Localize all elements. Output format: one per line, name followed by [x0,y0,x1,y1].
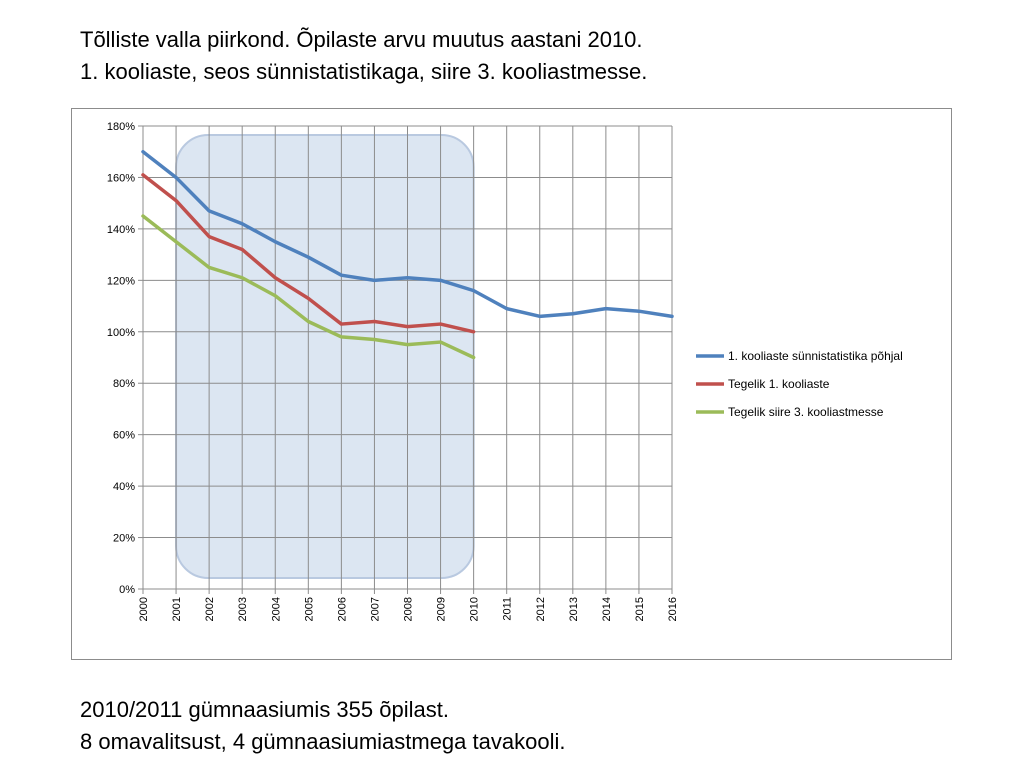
legend-group: 1. kooliaste sünnistatistika põhjal Tegel… [696,349,903,419]
y-tick-label: 160% [107,172,135,184]
legend-label-2: Tegelik 1. kooliaste [728,377,830,391]
x-tick-label: 2004 [270,597,282,621]
legend-label-3: Tegelik siire 3. kooliastmesse [728,405,884,419]
x-tick-label: 2000 [138,597,150,621]
axes-group: 0% 20% 40% 60% 80% 100% 120% 140% 160% 180% 2000 20… [107,121,679,621]
chart-frame: 0% 20% 40% 60% 80% 100% 120% 140% 160% 180% 2000 20… [71,108,952,660]
x-tick-label: 2016 [667,597,679,621]
legend-label-1: 1. kooliaste sünnistatistika põhjal [728,349,903,363]
slide-title: Tõlliste valla piirkond. Õpilaste arvu m… [80,24,647,88]
line-chart: 0% 20% 40% 60% 80% 100% 120% 140% 160% 180% 2000 20… [107,121,903,621]
y-tick-label: 40% [113,481,135,493]
footer-line-1: 2010/2011 gümnaasiumis 355 õpilast. [80,697,449,722]
highlight-region [175,134,475,579]
y-tick-label: 0% [119,584,135,596]
y-tick-label: 180% [107,121,135,133]
slide-footer: 2010/2011 gümnaasiumis 355 õpilast. 8 om… [80,694,565,758]
footer-line-2: 8 omavalitsust, 4 gümnaasiumiastmega tav… [80,729,566,754]
y-tick-label: 60% [113,430,135,442]
y-tick-label: 20% [113,533,135,545]
x-tick-label: 2005 [303,597,315,621]
x-tick-label: 2001 [171,597,183,621]
title-line-1: Tõlliste valla piirkond. Õpilaste arvu m… [80,27,643,52]
x-tick-label: 2009 [436,597,448,621]
x-tick-label: 2015 [634,597,646,621]
y-tick-label: 80% [113,378,135,390]
x-tick-label: 2013 [568,597,580,621]
series-line-3 [141,214,476,360]
y-tick-label: 100% [107,327,135,339]
x-tick-label: 2002 [204,597,216,621]
x-tick-label: 2007 [369,597,381,621]
series-line-1 [141,149,674,319]
x-tick-label: 2010 [469,597,481,621]
x-tick-label: 2003 [237,597,249,621]
x-tick-label: 2006 [336,597,348,621]
y-tick-label: 140% [107,224,135,236]
y-tick-label: 120% [107,275,135,287]
x-tick-label: 2014 [601,597,613,621]
x-tick-label: 2008 [403,597,415,621]
x-tick-label: 2012 [535,597,547,621]
x-tick-label: 2011 [502,597,514,621]
title-line-2: 1. kooliaste, seos sünnistatistikaga, si… [80,59,648,84]
series-group [141,149,674,360]
series-line-2 [141,173,476,334]
highlight-region-group [175,134,475,579]
